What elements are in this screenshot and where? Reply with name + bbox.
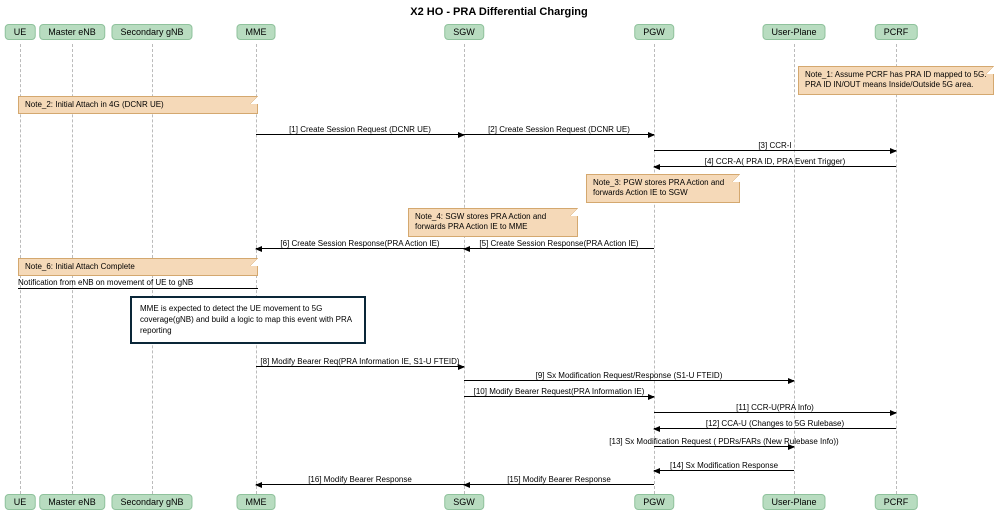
- actor-pgw: PGW: [634, 494, 674, 510]
- actor-sgw: SGW: [444, 24, 484, 40]
- message-16: [16] Modify Bearer Response: [256, 474, 464, 485]
- actor-sgw: SGW: [444, 494, 484, 510]
- actor-ue: UE: [5, 24, 36, 40]
- message-3: [3] CCR-I: [654, 140, 896, 151]
- actors-top: UEMaster eNB Secondary gNB MME SGW PGW User-P…: [0, 24, 998, 44]
- message-15: [15] Modify Bearer Response: [464, 474, 654, 485]
- actor-mme: MME: [237, 24, 276, 40]
- note: Note_2: Initial Attach in 4G (DCNR UE): [18, 96, 258, 114]
- actor-sgnb: Secondary gNB: [111, 24, 192, 40]
- actor-menb: Master eNB: [39, 24, 105, 40]
- actor-mme: MME: [237, 494, 276, 510]
- actor-pcrf: PCRF: [875, 494, 918, 510]
- message-11: [11] CCR-U(PRA Info): [654, 402, 896, 413]
- actor-menb: Master eNB: [39, 494, 105, 510]
- message-9: [9] Sx Modification Request/Response (S1…: [464, 370, 794, 381]
- message-12: [12] CCA-U (Changes to 5G Rulebase): [654, 418, 896, 429]
- note: Note_3: PGW stores PRA Action and forwar…: [586, 174, 740, 203]
- actor-pgw: PGW: [634, 24, 674, 40]
- diagram-title: X2 HO - PRA Differential Charging: [0, 0, 998, 24]
- lifeline-sgw: [464, 44, 465, 494]
- message-4: [4] CCR-A( PRA ID, PRA Event Trigger): [654, 156, 896, 167]
- actor-up: User-Plane: [762, 24, 825, 40]
- actor-ue: UE: [5, 494, 36, 510]
- sequence-stage: Note_1: Assume PCRF has PRA ID mapped to…: [0, 44, 998, 494]
- message-6: [6] Create Session Response(PRA Action I…: [256, 238, 464, 249]
- actor-pcrf: PCRF: [875, 24, 918, 40]
- lifeline-pcrf: [896, 44, 897, 494]
- note: Note_6: Initial Attach Complete: [18, 258, 258, 276]
- message-10: [10] Modify Bearer Request(PRA Informati…: [464, 386, 654, 397]
- message-13: [13] Sx Modification Request ( PDRs/FARs…: [654, 436, 794, 447]
- actor-sgnb: Secondary gNB: [111, 494, 192, 510]
- message-5: [5] Create Session Response(PRA Action I…: [464, 238, 654, 249]
- message-1: [1] Create Session Request (DCNR UE): [256, 124, 464, 135]
- expectation-note: MME is expected to detect the UE movemen…: [130, 296, 366, 344]
- actor-up: User-Plane: [762, 494, 825, 510]
- actors-bottom: UEMaster eNB Secondary gNB MME SGW PGW User-P…: [0, 494, 998, 514]
- self-message: Notification from eNB on movement of UE …: [18, 278, 258, 289]
- note: Note_4: SGW stores PRA Action and forwar…: [408, 208, 578, 237]
- note: Note_1: Assume PCRF has PRA ID mapped to…: [798, 66, 994, 95]
- message-14: [14] Sx Modification Response: [654, 460, 794, 471]
- message-8: [8] Modify Bearer Req(PRA Information IE…: [256, 356, 464, 367]
- message-2: [2] Create Session Request (DCNR UE): [464, 124, 654, 135]
